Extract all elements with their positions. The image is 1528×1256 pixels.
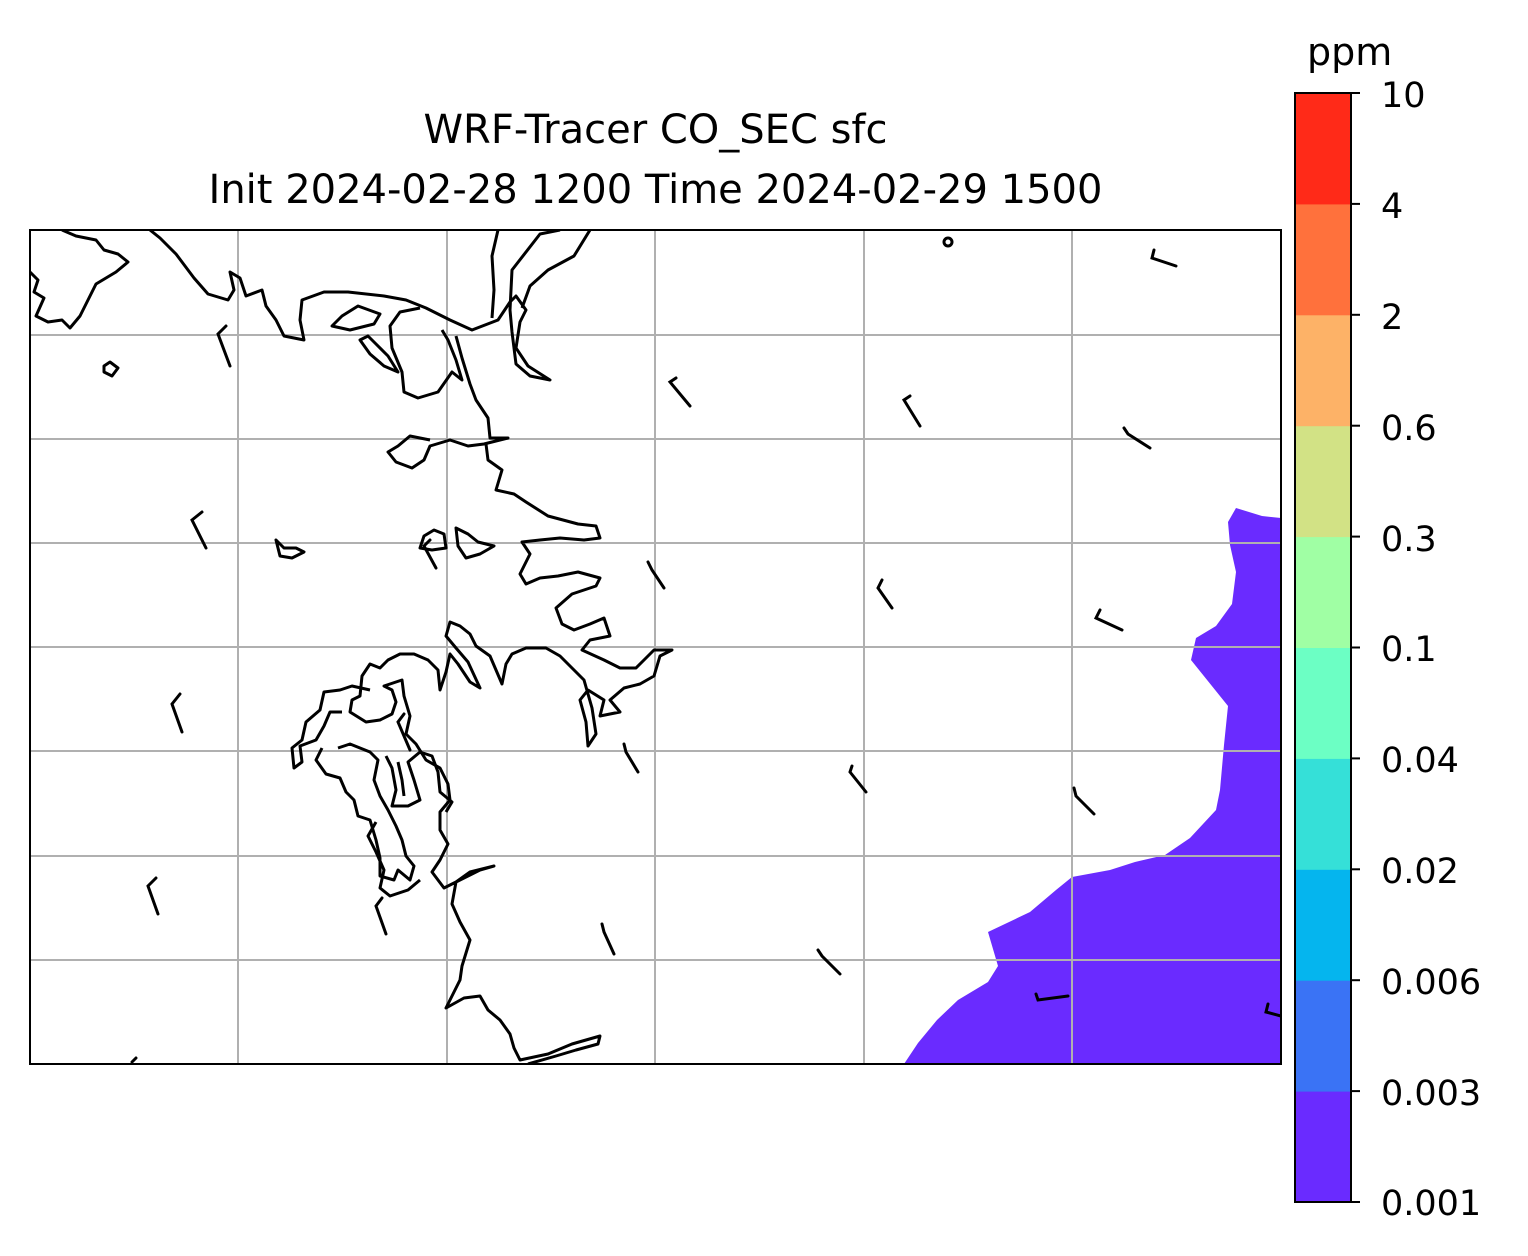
colorbar-ticks bbox=[1351, 92, 1360, 1203]
coastlines bbox=[30, 230, 954, 1064]
colorbar-tick-label: 0.003 bbox=[1381, 1074, 1482, 1114]
colorbar-tick-label: 2 bbox=[1381, 298, 1404, 338]
colorbar bbox=[1295, 93, 1351, 1203]
wind-barbs bbox=[130, 248, 1281, 1064]
colorbar-tick-label: 0.1 bbox=[1381, 630, 1437, 670]
map-gridlines bbox=[30, 230, 1281, 1064]
colorbar-tick-label: 0.02 bbox=[1381, 852, 1459, 892]
colorbar-tick-label: 0.04 bbox=[1381, 741, 1459, 781]
map-title-line-1: WRF-Tracer CO_SEC sfc bbox=[423, 107, 888, 153]
colorbar-tick-label: 0.006 bbox=[1381, 963, 1482, 1003]
colorbar-tick-label: 0.001 bbox=[1381, 1184, 1482, 1224]
colorbar-tick-label: 10 bbox=[1381, 76, 1426, 116]
colorbar-units-label: ppm bbox=[1307, 30, 1393, 74]
colorbar-band bbox=[1295, 869, 1351, 981]
colorbar-band bbox=[1295, 93, 1351, 205]
colorbar-tick-label: 0.3 bbox=[1381, 520, 1437, 560]
colorbar-band bbox=[1295, 1091, 1351, 1203]
colorbar-band bbox=[1295, 758, 1351, 870]
map-frame bbox=[29, 229, 1282, 1065]
tracer-fill-layer bbox=[904, 508, 1281, 1064]
colorbar-tick-label: 0.6 bbox=[1381, 409, 1437, 449]
tracer-fill-region bbox=[904, 508, 1281, 1064]
colorbar-band bbox=[1295, 980, 1351, 1092]
colorbar-band bbox=[1295, 647, 1351, 759]
colorbar-band bbox=[1295, 425, 1351, 538]
colorbar-band bbox=[1295, 536, 1351, 648]
colorbar-band bbox=[1295, 314, 1351, 427]
map-title-line-2: Init 2024-02-28 1200 Time 2024-02-29 150… bbox=[208, 167, 1103, 213]
colorbar-band bbox=[1295, 203, 1351, 316]
colorbar-tick-label: 4 bbox=[1381, 187, 1404, 227]
